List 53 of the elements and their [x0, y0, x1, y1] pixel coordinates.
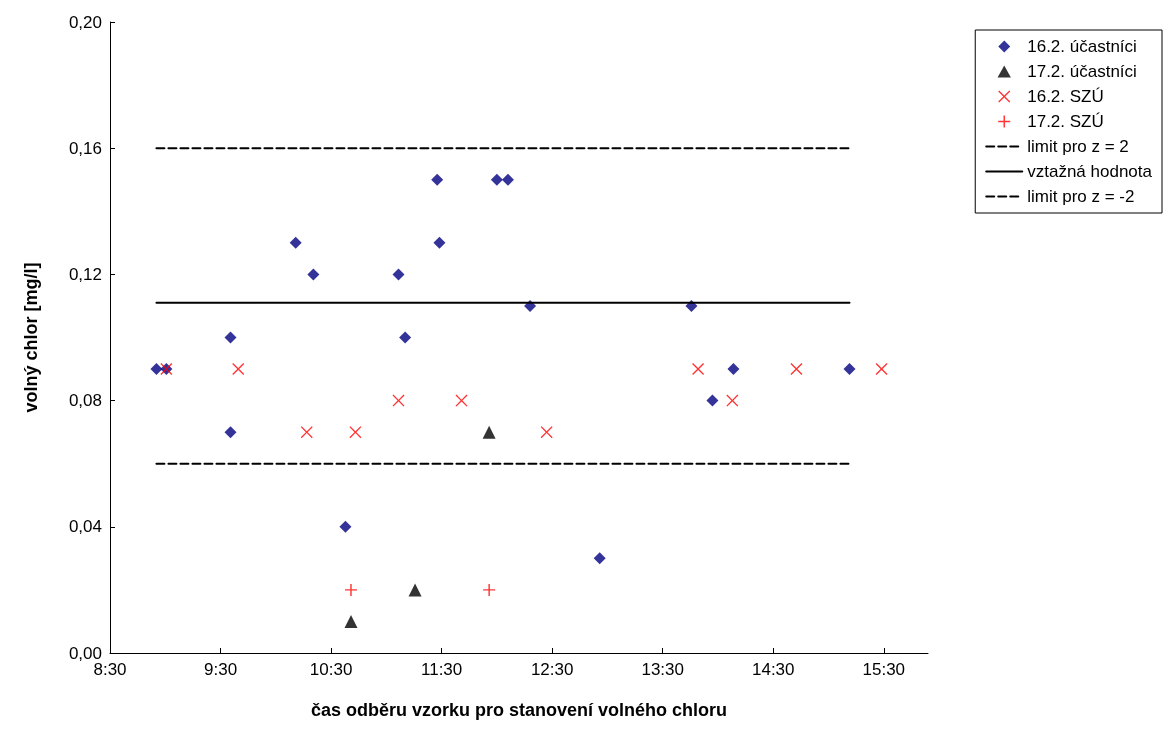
point: [843, 363, 856, 376]
point: [727, 363, 740, 376]
x-tick-label: 10:30: [309, 660, 353, 679]
legend-label: 16.2. účastníci: [1027, 37, 1137, 56]
point: [490, 173, 503, 186]
point: [706, 394, 719, 407]
point: [875, 363, 888, 376]
point: [483, 583, 496, 596]
point: [392, 394, 405, 407]
y-tick-label: 0,16: [68, 138, 102, 158]
y-tick-label: 0,12: [68, 264, 102, 284]
x-tick-label: 11:30: [420, 660, 463, 679]
point: [399, 331, 412, 344]
x-tick-label: 8:30: [93, 660, 127, 679]
point: [289, 236, 302, 249]
y-tick-label: 0,08: [68, 391, 102, 411]
x-tick-label: 14:30: [751, 660, 795, 679]
point: [431, 173, 444, 186]
legend-label: 17.2. účastníci: [1027, 62, 1137, 81]
point: [482, 425, 496, 439]
point: [307, 268, 320, 281]
legend-label: limit pro z = -2: [1027, 187, 1135, 206]
point: [349, 426, 362, 439]
legend-label: limit pro z = 2: [1027, 137, 1129, 156]
x-tick-label: 12:30: [530, 660, 574, 679]
point: [408, 583, 422, 597]
point: [232, 363, 245, 376]
point: [501, 173, 514, 186]
legend-label: 17.2. SZÚ: [1027, 112, 1104, 131]
point: [344, 614, 358, 628]
x-tick-label: 13:30: [641, 660, 684, 679]
point: [392, 268, 405, 281]
y-tick-label: 0,20: [68, 12, 102, 32]
point: [455, 394, 468, 407]
y-axis-title: volný chlor [mg/l]: [21, 262, 41, 413]
point: [300, 426, 313, 439]
point: [540, 426, 553, 439]
y-tick-label: 0,04: [68, 517, 102, 537]
point: [726, 394, 739, 407]
point: [790, 363, 803, 376]
point: [339, 520, 352, 533]
point: [593, 552, 606, 565]
point: [224, 426, 237, 439]
x-axis-title: čas odběru vzorku pro stanovení volného chloru: [310, 700, 728, 720]
y-tick-label: 0,00: [68, 643, 102, 663]
legend-label: 16.2. SZÚ: [1027, 87, 1104, 106]
x-tick-label: 15:30: [862, 660, 906, 679]
point: [224, 331, 237, 344]
point: [433, 236, 446, 249]
x-tick-label: 9:30: [203, 660, 238, 679]
point: [344, 583, 357, 596]
legend-label: vztažná hodnota: [1027, 162, 1153, 181]
point: [150, 363, 163, 376]
